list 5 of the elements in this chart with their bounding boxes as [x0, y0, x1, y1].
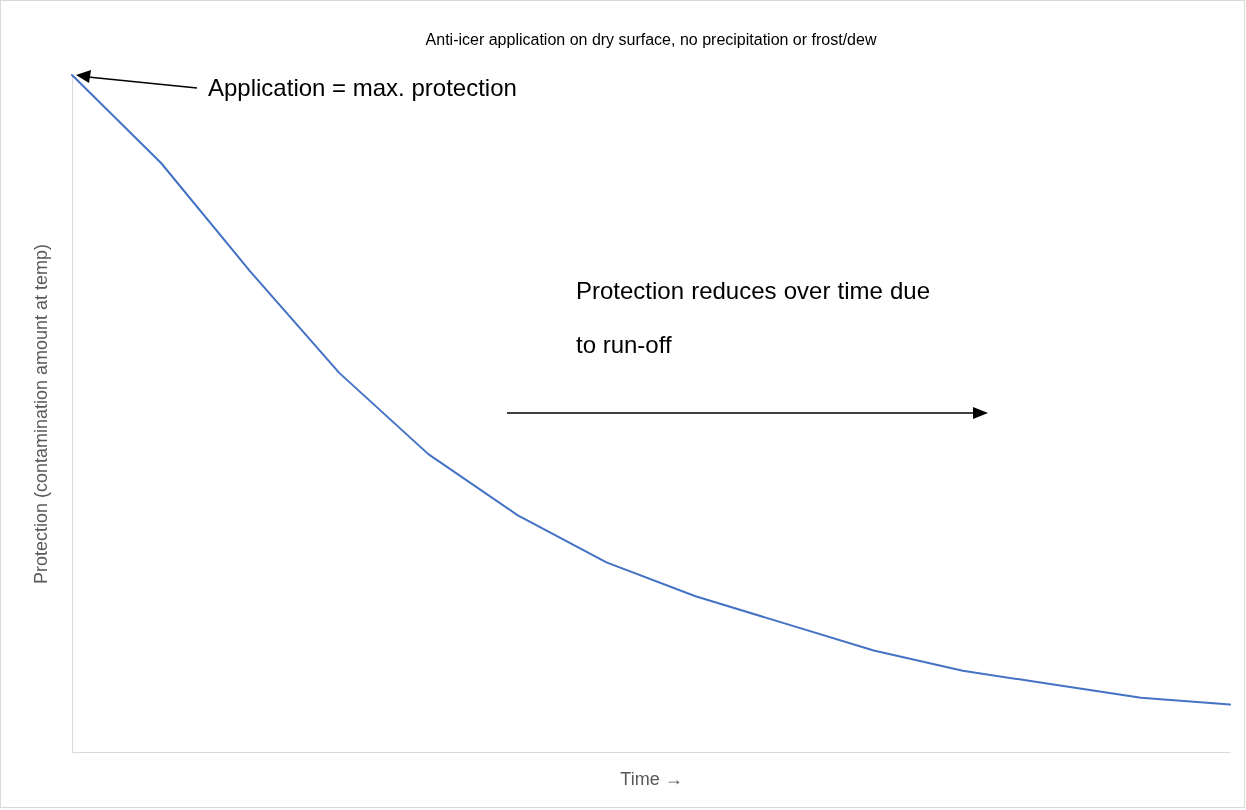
- chart-title: Anti-icer application on dry surface, no precipitation or frost/dew: [425, 31, 877, 48]
- y-axis-title: Protection (contamination amount at temp): [30, 243, 51, 585]
- annotation: Protection reduces over time due to run-off: [576, 276, 930, 360]
- x-axis-title: Time →: [620, 768, 683, 789]
- annotation: Application = max. protection: [208, 74, 517, 102]
